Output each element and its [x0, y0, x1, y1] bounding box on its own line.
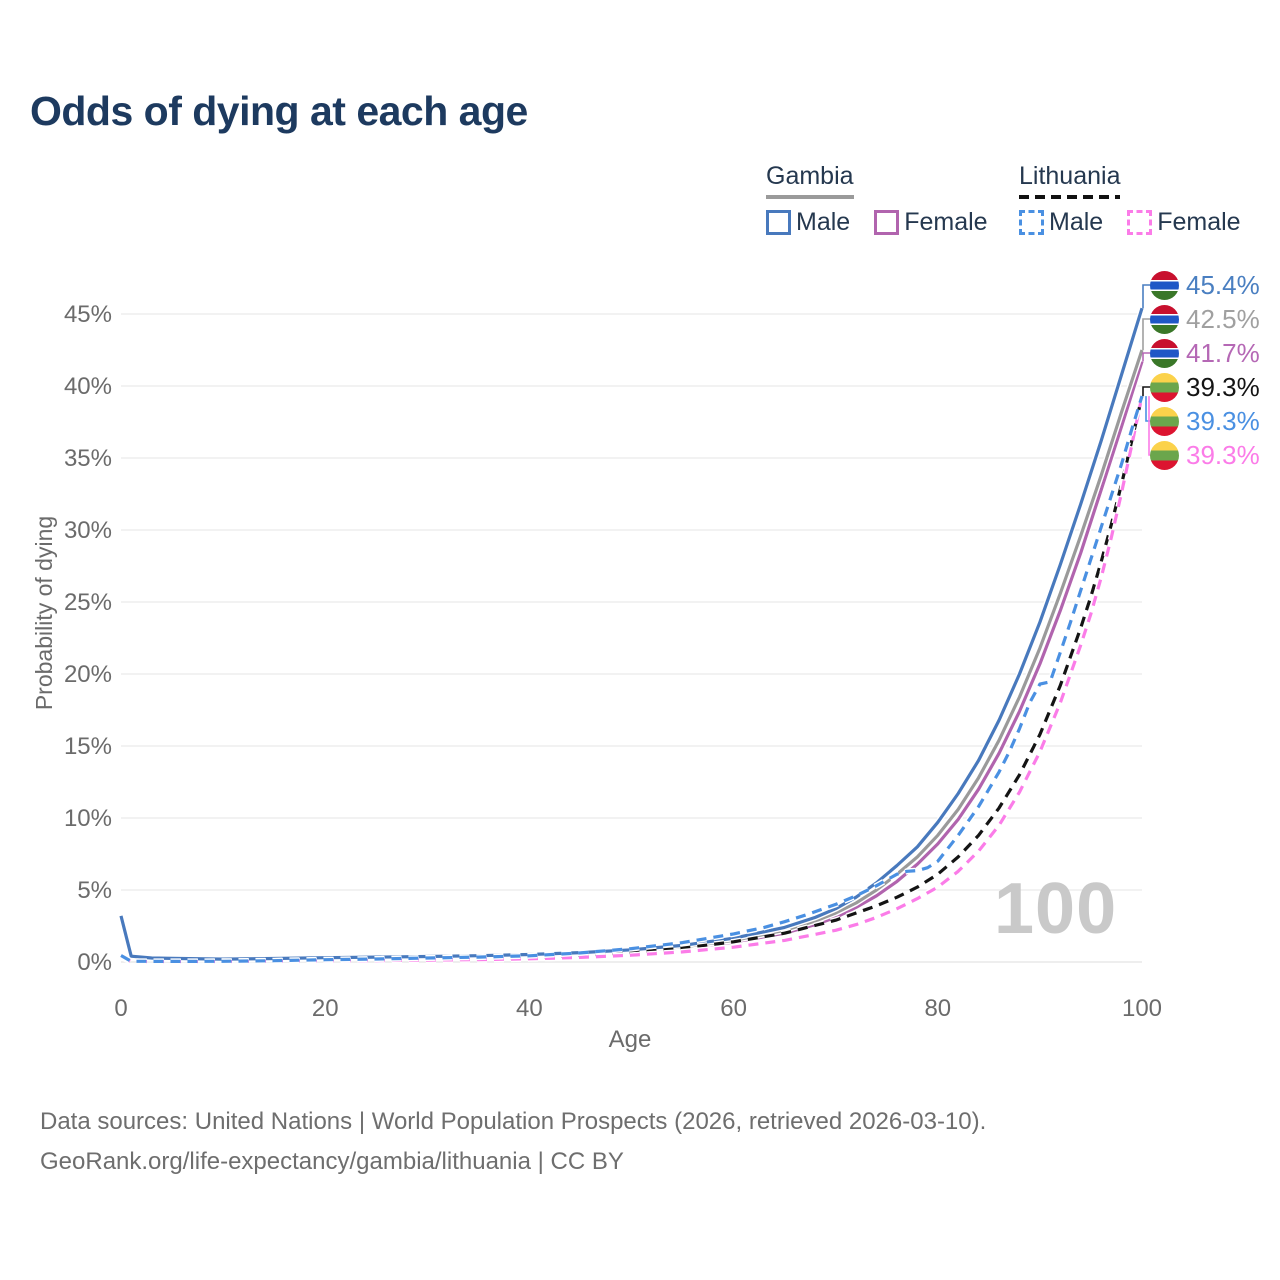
legend-item-label: Male	[1049, 208, 1104, 236]
y-axis-title: Probability of dying	[31, 515, 57, 711]
y-tick-label: 5%	[77, 877, 112, 904]
dashed-line-sample	[1019, 195, 1121, 199]
series-line-lithuania-female[interactable]	[120, 395, 1144, 964]
end-value-label: 39.3%	[1186, 440, 1260, 470]
x-tick-label: 20	[312, 995, 339, 1022]
gambia-flag-icon	[1150, 338, 1179, 368]
lithuania-flag-icon	[1150, 440, 1179, 470]
y-tick-label: 35%	[64, 445, 112, 472]
gambia-male-swatch-icon	[766, 210, 791, 235]
gambia-flag-icon	[1150, 270, 1179, 300]
y-tick-label: 20%	[64, 661, 112, 688]
legend-group-gambia: Gambia Male Female	[766, 162, 988, 237]
page-title: Odds of dying at each age	[30, 88, 528, 134]
y-tick-label: 30%	[64, 517, 112, 544]
legend-country-gambia[interactable]: Gambia	[766, 162, 854, 199]
x-tick-label: 60	[720, 995, 747, 1022]
end-label-gambia-male: 45.4%	[1150, 269, 1260, 301]
series-line-gambia-average[interactable]	[119, 349, 1144, 961]
lithuania-male-swatch-icon	[1019, 210, 1044, 235]
legend-item-gambia-male[interactable]: Male	[766, 208, 850, 237]
attribution-line[interactable]: GeoRank.org/life-expectancy/gambia/lithu…	[40, 1148, 624, 1175]
gambia-female-swatch-icon	[874, 210, 900, 235]
y-tick-label: 10%	[64, 805, 112, 832]
gambia-flag-icon	[1150, 304, 1179, 334]
series-line-casing	[119, 395, 1145, 965]
series-line-lithuania-male[interactable]	[120, 395, 1144, 963]
legend-item-label: Female	[1157, 208, 1241, 236]
end-label-connector	[1142, 352, 1151, 362]
end-label-lithuania-female: 39.3%	[1150, 439, 1260, 471]
end-label-gambia-average: 42.5%	[1150, 303, 1260, 335]
series-line-casing	[119, 395, 1145, 965]
age-hover-watermark: 100	[994, 869, 1118, 949]
end-value-label: 41.7%	[1186, 338, 1260, 368]
legend-group-lithuania: Lithuania Male Female	[1019, 162, 1241, 237]
series-line-casing	[118, 307, 1145, 963]
lithuania-flag-icon	[1150, 406, 1179, 436]
lithuania-flag-icon	[1150, 372, 1179, 402]
legend-item-label: Female	[904, 208, 988, 236]
end-value-label: 39.3%	[1186, 406, 1260, 436]
x-tick-label: 40	[516, 995, 543, 1022]
y-tick-label: 25%	[64, 589, 112, 616]
data-source-line: Data sources: United Nations | World Pop…	[40, 1108, 987, 1135]
lithuania-female-swatch-icon	[1127, 210, 1153, 235]
series-line-casing	[119, 395, 1145, 965]
series-line-lithuania-average[interactable]	[120, 395, 1144, 964]
end-label-connector	[1142, 318, 1151, 350]
series-line-casing	[118, 360, 1145, 963]
end-value-label: 45.4%	[1186, 270, 1260, 300]
legend-item-label: Male	[796, 208, 851, 236]
y-tick-label: 40%	[64, 373, 112, 400]
legend-country-lithuania-label: Lithuania	[1019, 162, 1121, 190]
end-label-connector	[1142, 386, 1151, 397]
solid-line-sample	[766, 195, 854, 199]
end-label-lithuania-male: 39.3%	[1150, 405, 1260, 437]
end-label-lithuania-average: 39.3%	[1150, 371, 1260, 403]
x-tick-label: 0	[114, 995, 127, 1022]
legend-item-gambia-female[interactable]: Female	[874, 208, 988, 237]
y-tick-label: 0%	[77, 949, 112, 976]
series-line-casing	[118, 349, 1145, 963]
y-tick-label: 45%	[64, 301, 112, 328]
x-tick-label: 100	[1122, 995, 1162, 1022]
x-axis-title: Age	[608, 1026, 652, 1053]
legend-country-gambia-label: Gambia	[766, 162, 854, 190]
end-label-gambia-female: 41.7%	[1150, 337, 1260, 369]
y-tick-label: 15%	[64, 733, 112, 760]
end-value-label: 39.3%	[1186, 372, 1260, 402]
series-line-gambia-male[interactable]	[119, 307, 1144, 961]
end-value-label: 42.5%	[1186, 304, 1260, 334]
legend-item-lithuania-male[interactable]: Male	[1019, 208, 1103, 237]
end-label-connector	[1142, 284, 1151, 309]
legend-country-lithuania[interactable]: Lithuania	[1019, 162, 1121, 199]
legend-item-lithuania-female[interactable]: Female	[1127, 208, 1241, 237]
series-line-gambia-female[interactable]	[119, 361, 1144, 962]
x-tick-label: 80	[924, 995, 951, 1022]
